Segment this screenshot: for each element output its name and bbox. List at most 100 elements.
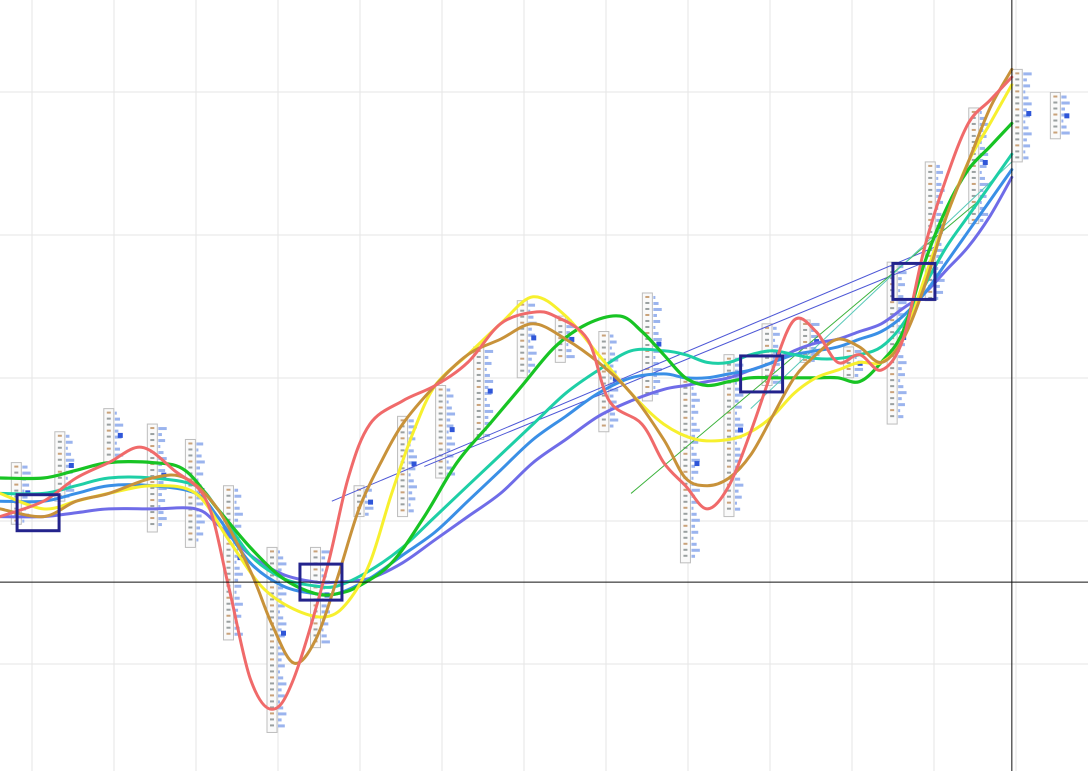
profile-tick (765, 326, 770, 329)
trendline (331, 246, 936, 502)
profile-tick (357, 494, 362, 497)
profile-bar (1023, 138, 1027, 142)
profile-bar (773, 332, 780, 336)
profile-tick (188, 484, 193, 487)
profile-bar (773, 368, 776, 372)
profile-tick (683, 548, 688, 551)
profile-tick (645, 331, 650, 334)
profile-bar (278, 646, 284, 650)
profile-tick (928, 176, 933, 179)
profile-bar (278, 604, 285, 608)
profile-tick (1053, 131, 1058, 134)
profile-bar (22, 495, 28, 499)
profile-bar (1061, 95, 1067, 99)
profile-tick (188, 466, 193, 469)
profile-tick (226, 620, 231, 623)
profile-tick (400, 479, 405, 482)
profile-bar (528, 339, 531, 343)
profile-bar (734, 369, 739, 373)
profile-bar (1023, 126, 1029, 130)
profile-bar (234, 614, 242, 618)
profile-bar (773, 326, 777, 330)
profile-bar (446, 394, 454, 398)
profile-tick (971, 182, 976, 185)
profile-tick (971, 158, 976, 161)
profile-bar (609, 346, 612, 350)
profile-tick (438, 460, 443, 463)
profile-tick (558, 325, 563, 328)
profile-bar (691, 506, 694, 510)
profile-bar (196, 520, 205, 524)
highlight-box (739, 354, 785, 394)
profile-bar (854, 367, 864, 371)
profile-tick (683, 524, 688, 527)
profile-bar (609, 424, 614, 428)
profile-bar (22, 489, 25, 493)
profile-bar (528, 345, 534, 349)
profile-tick (438, 388, 443, 391)
profile-bar (691, 530, 699, 534)
profile-tick (726, 465, 731, 468)
profile-tick (226, 626, 231, 629)
profile-bar (898, 277, 902, 281)
profile-bar (278, 592, 287, 596)
profile-tick (226, 596, 231, 599)
profile-tick (645, 307, 650, 310)
profile-bar (196, 442, 204, 446)
profile-bar (114, 411, 117, 415)
profile-tick (188, 454, 193, 457)
profile-bar (691, 428, 700, 432)
profile-bar (65, 476, 68, 480)
profile-tick (890, 331, 895, 334)
profile-poc-marker (1064, 113, 1070, 119)
profile-bar (446, 460, 449, 464)
profile-bar (484, 355, 489, 359)
profile-tick (765, 356, 770, 359)
profile-tick (57, 440, 62, 443)
profile-tick (890, 415, 895, 418)
profile-bar (446, 388, 451, 392)
profile-bar (446, 436, 452, 440)
profile-tick (14, 471, 19, 474)
profile-bar (898, 409, 901, 413)
profile-bar (158, 469, 166, 473)
profile-bar (484, 385, 489, 389)
profile-tick (683, 464, 688, 467)
profile-tick (683, 398, 688, 401)
profile-bar (734, 501, 737, 505)
profile-tick (150, 457, 155, 460)
profile-tick (520, 327, 525, 330)
profile-bar (734, 399, 739, 403)
profile-tick (645, 349, 650, 352)
profile-bar (278, 688, 282, 692)
profile-tick (601, 418, 606, 421)
profile-tick (226, 494, 231, 497)
profile-bar (609, 406, 612, 410)
profile-tick (476, 385, 481, 388)
profile-bar (566, 331, 570, 335)
profile-bar (234, 590, 237, 594)
profile-tick (438, 394, 443, 397)
profile-bar (1061, 125, 1067, 129)
profile-tick (726, 507, 731, 510)
profile-tick (601, 394, 606, 397)
profile-bar (566, 355, 575, 359)
profile-tick (558, 331, 563, 334)
profile-tick (683, 488, 688, 491)
profile-bar (278, 610, 280, 614)
profile-bar (278, 568, 282, 572)
profile-tick (683, 410, 688, 413)
profile-bar (321, 604, 327, 608)
profile-bar (566, 343, 569, 347)
profile-bar (321, 640, 330, 644)
profile-bar (653, 379, 661, 383)
profile-bar (691, 386, 694, 390)
profile-tick (226, 500, 231, 503)
profile-tick (1053, 113, 1058, 116)
profile-tick (683, 380, 688, 383)
profile-tick (150, 439, 155, 442)
profile-tick (188, 538, 193, 541)
